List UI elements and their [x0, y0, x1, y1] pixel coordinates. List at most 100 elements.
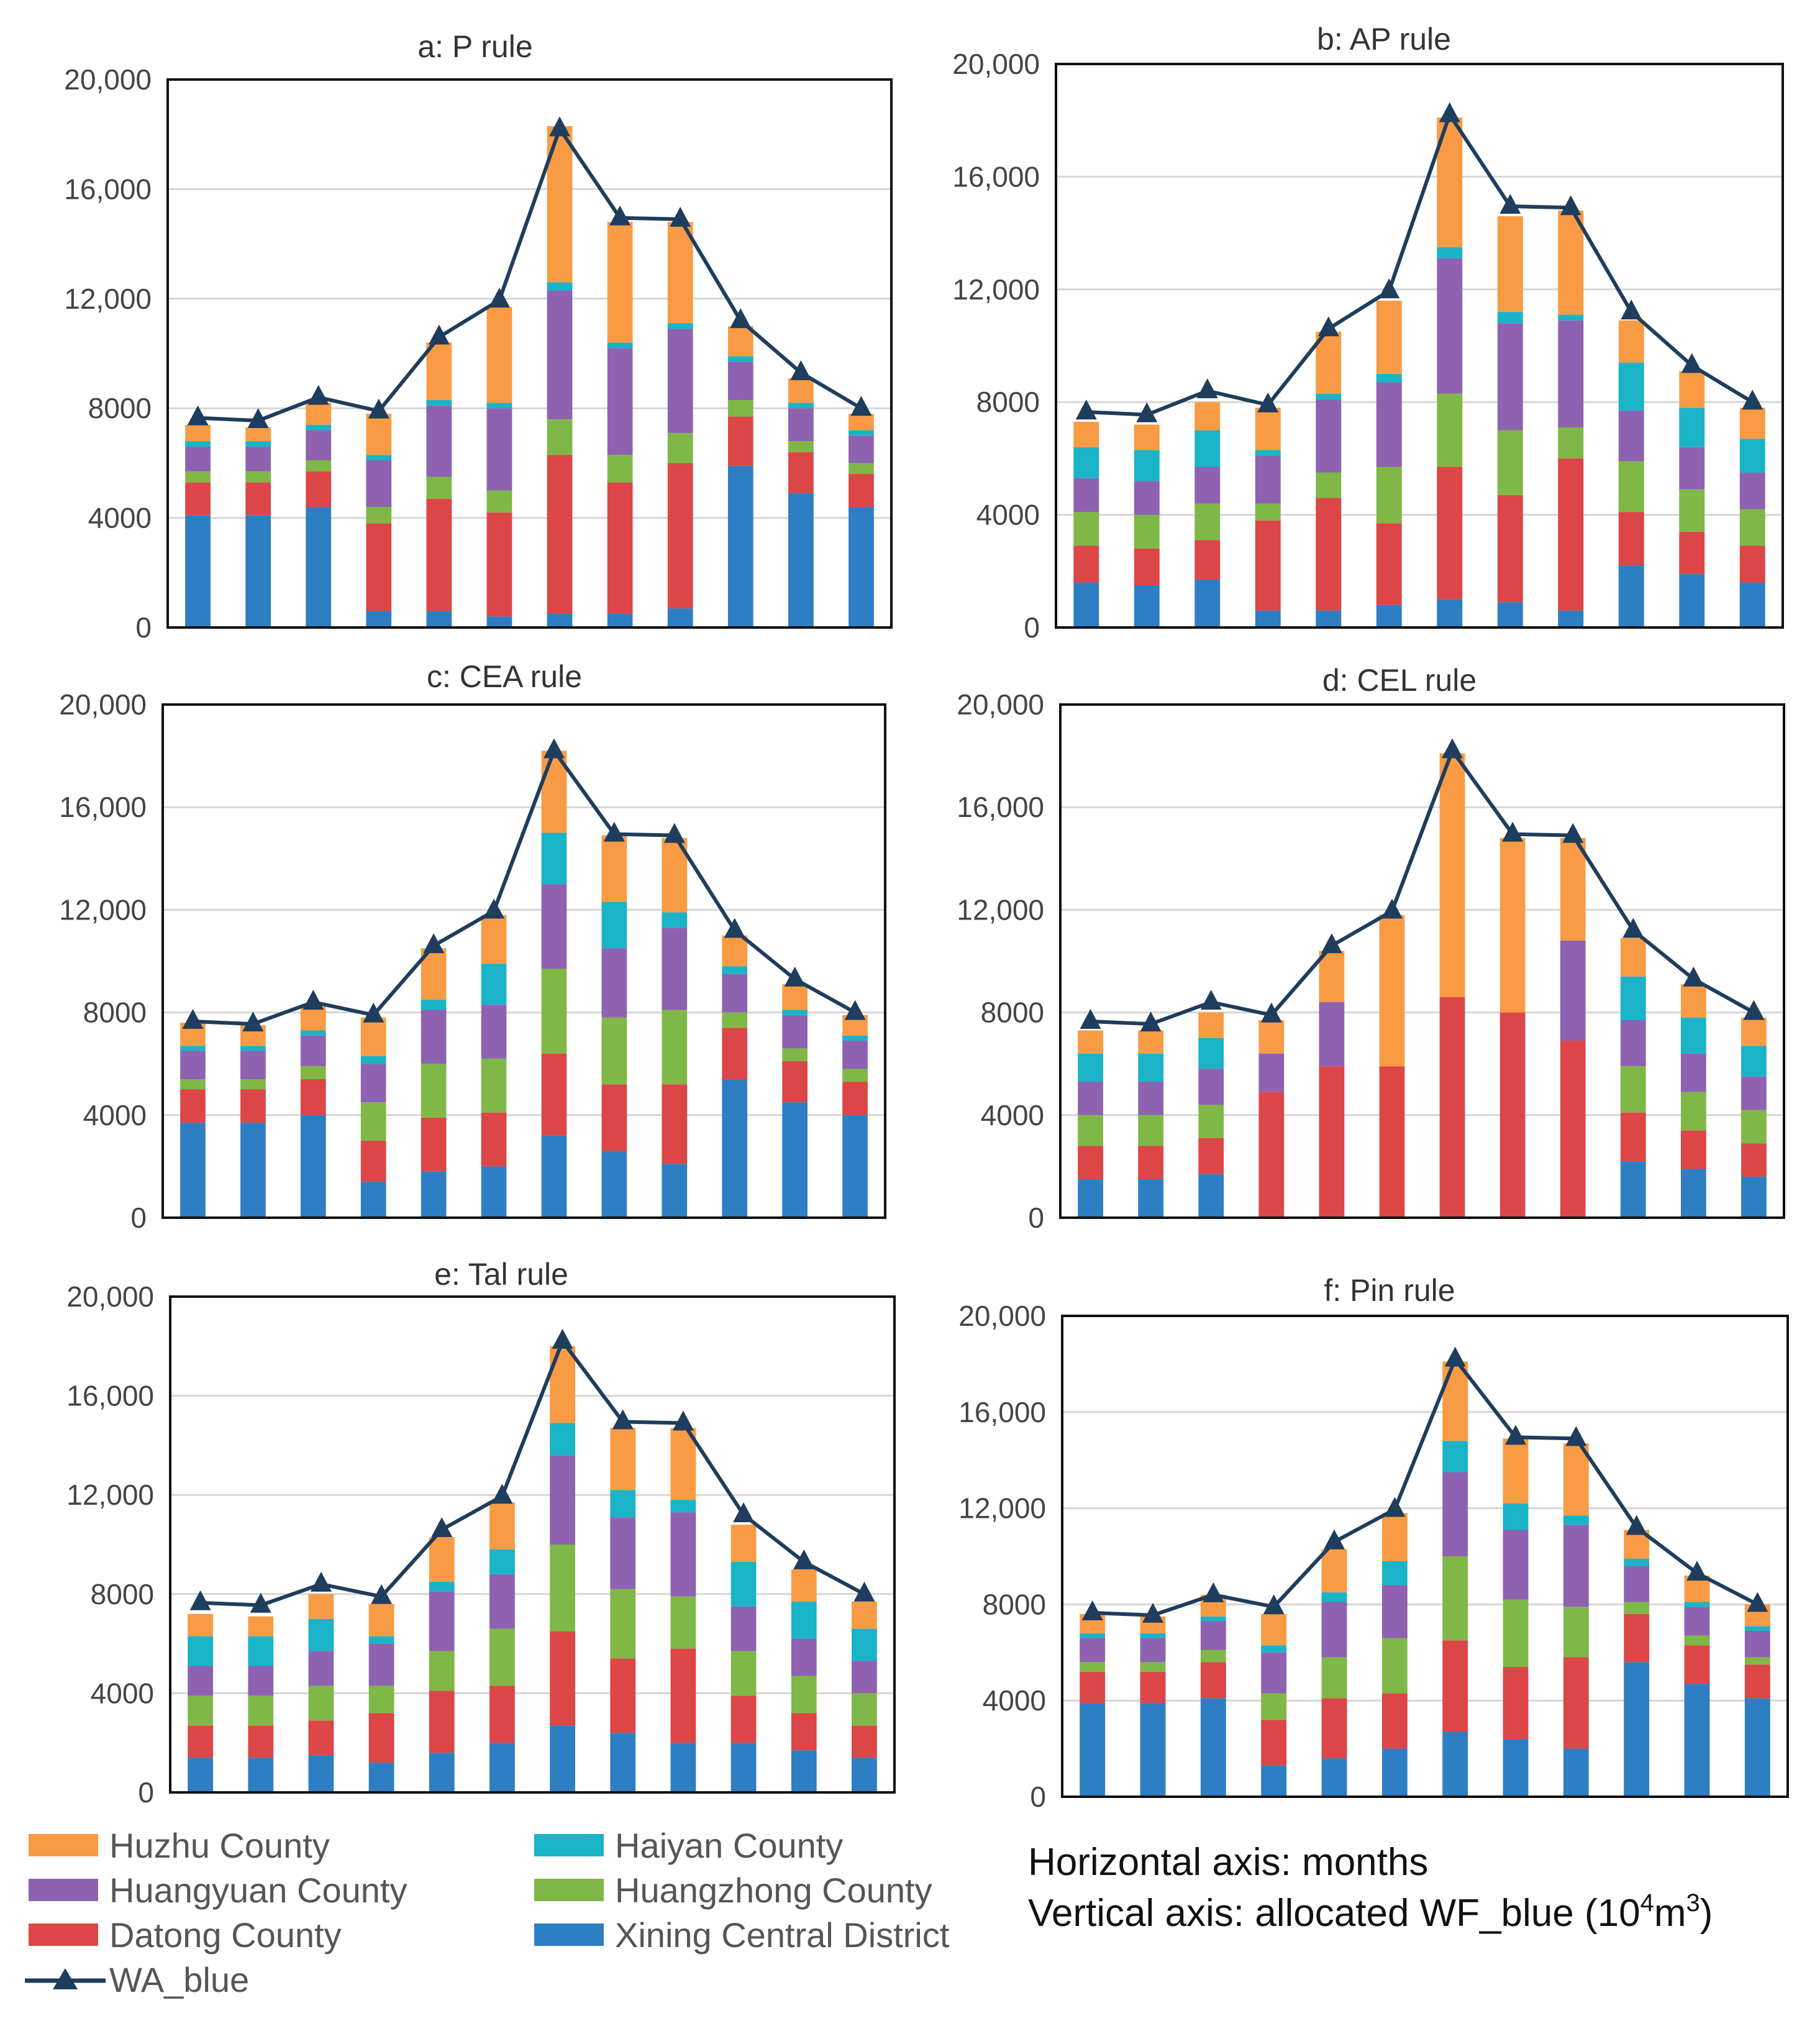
- wa-blue-marker: [1560, 195, 1581, 216]
- wa-blue-marker: [844, 1000, 866, 1020]
- bar-segment: [360, 1064, 386, 1103]
- bar-segment: [1376, 523, 1402, 605]
- y-tick-label: 16,000: [958, 1396, 1046, 1428]
- bar-segment: [1316, 393, 1342, 399]
- wa-blue-marker: [303, 990, 324, 1010]
- bar-segment: [1437, 247, 1463, 258]
- bar-segment: [1684, 1684, 1710, 1797]
- wa-blue-marker: [488, 288, 510, 308]
- bar-segment: [1563, 1525, 1589, 1607]
- wa-blue-marker: [182, 1009, 204, 1029]
- bar-segment: [849, 436, 874, 463]
- bar-segment: [1744, 1664, 1770, 1699]
- bar-segment: [1618, 362, 1644, 411]
- wa-blue-line: [198, 127, 862, 423]
- bar-segment: [782, 1048, 808, 1062]
- bar-segment: [791, 1750, 817, 1792]
- bar-segment: [1258, 1053, 1285, 1092]
- bar-segment: [1138, 1115, 1164, 1146]
- bar-segment: [1497, 312, 1523, 324]
- bar-segment: [1134, 514, 1160, 549]
- bar-segment: [366, 414, 392, 455]
- bar-segment: [248, 1758, 274, 1792]
- bar-segment: [727, 399, 753, 417]
- bar-segment: [610, 1428, 636, 1490]
- bar-segment: [1376, 300, 1402, 374]
- bar-segment: [1503, 1438, 1529, 1504]
- chart-panel: 0 4000 8000 12,000 16,000 20,000 f: Pin rule: [958, 1273, 1789, 1813]
- bar-segment: [1620, 1161, 1646, 1218]
- wa-blue-marker: [1505, 1425, 1526, 1445]
- bar-segment: [1679, 447, 1705, 490]
- bar-segment: [1679, 371, 1705, 408]
- bar-segment: [1739, 582, 1765, 627]
- bar-segment: [188, 1695, 213, 1726]
- wa-blue-marker: [609, 205, 631, 226]
- wa-blue-marker: [189, 1590, 211, 1610]
- bar-segment: [1200, 1616, 1226, 1622]
- wa-blue-marker: [1743, 1000, 1765, 1020]
- bar-segment: [1381, 1513, 1408, 1561]
- bar-segment: [607, 482, 633, 614]
- y-tick-label: 16,000: [66, 1380, 154, 1412]
- bar-segment: [1442, 1361, 1468, 1441]
- bar-segment: [1138, 1179, 1164, 1218]
- bar-segment: [1560, 940, 1586, 1041]
- bar-segment: [849, 463, 874, 475]
- bar-segment: [791, 1713, 817, 1751]
- bar-segment: [1437, 393, 1463, 467]
- bar-segment: [788, 493, 814, 627]
- chart-panel: 0 4000 8000 12,000 16,000 20,000 a: P rule: [64, 29, 893, 644]
- chart-panels: 0 4000 8000 12,000 16,000 20,000 a: P rule 0 400…: [59, 22, 1789, 1813]
- bar-segment: [541, 1053, 567, 1136]
- bar-segment: [722, 974, 748, 1013]
- bar-segment: [1138, 1030, 1164, 1054]
- bar-segment: [1376, 382, 1402, 467]
- bar-segment: [1078, 1115, 1103, 1146]
- y-tick-label: 8000: [976, 386, 1040, 418]
- bar-segment: [607, 342, 633, 349]
- bar-segment: [1255, 503, 1281, 521]
- bar-segment: [429, 1581, 455, 1592]
- bar-segment: [1080, 1662, 1106, 1672]
- wa-blue-marker: [612, 1409, 634, 1430]
- bar-segment: [1138, 1082, 1164, 1115]
- plot-frame: [169, 1295, 896, 1794]
- bar-segment: [1741, 1110, 1767, 1144]
- note-vertical-sup2: 3: [1686, 1889, 1700, 1917]
- bar-segment: [1080, 1638, 1106, 1663]
- legend-swatch-datong: [29, 1923, 98, 1946]
- bar-segment: [782, 984, 808, 1010]
- bar-segment: [1255, 450, 1281, 456]
- bar-segment: [306, 430, 332, 460]
- bar-segment: [368, 1636, 394, 1644]
- bar-segment: [188, 1758, 213, 1792]
- bar-segment: [185, 482, 211, 516]
- bar-segment: [1558, 427, 1584, 459]
- bar-segment: [366, 460, 392, 507]
- legend-swatch-huangzhong: [534, 1879, 604, 1901]
- bar-segment: [426, 405, 452, 477]
- bar-segment: [727, 465, 753, 627]
- note-horizontal-axis: Horizontal axis: months: [1028, 1841, 1428, 1884]
- bar-segment: [1319, 951, 1345, 1003]
- bar-segment: [610, 1589, 636, 1659]
- bar-segment: [1442, 1441, 1468, 1472]
- bar-segment: [1503, 1739, 1529, 1797]
- wa-blue-marker: [603, 821, 625, 842]
- bar-segment: [849, 474, 874, 507]
- wa-blue-marker: [790, 360, 812, 380]
- legend-label-huzhu: Huzhu County: [109, 1826, 330, 1865]
- bar-segment: [1558, 610, 1584, 627]
- wa-blue-marker: [853, 1581, 875, 1602]
- bar-segment: [667, 323, 693, 329]
- wa-blue-marker: [1081, 1600, 1103, 1620]
- bar-segment: [1198, 1138, 1224, 1174]
- wa-blue-marker: [552, 1328, 573, 1349]
- bar-segment: [368, 1713, 394, 1763]
- bar-segment: [306, 506, 332, 627]
- bar-segment: [788, 403, 814, 409]
- bar-segment: [308, 1755, 334, 1792]
- legend-label-datong: Datong County: [109, 1915, 342, 1955]
- bar-segment: [667, 222, 693, 324]
